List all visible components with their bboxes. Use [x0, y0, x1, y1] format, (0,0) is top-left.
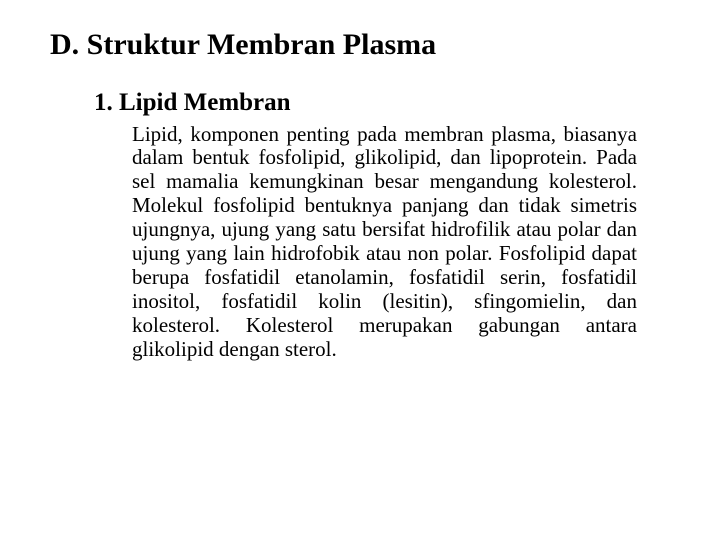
subsection-block: 1. Lipid Membran Lipid, komponen penting… [94, 89, 670, 362]
document-page: D. Struktur Membran Plasma 1. Lipid Memb… [0, 0, 720, 362]
section-heading: D. Struktur Membran Plasma [50, 28, 670, 61]
subsection-heading: 1. Lipid Membran [94, 89, 670, 117]
body-paragraph: Lipid, komponen penting pada membran pla… [132, 123, 637, 362]
